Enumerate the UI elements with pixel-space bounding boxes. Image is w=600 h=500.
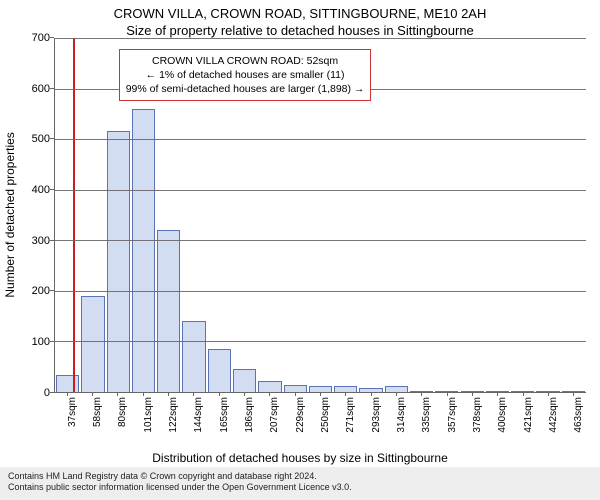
- y-tick-label: 400: [32, 184, 50, 196]
- x-tick-label: 271sqm: [345, 397, 356, 433]
- y-axis: 0100200300400500600700: [20, 38, 54, 393]
- x-tick-label: 442sqm: [548, 397, 559, 433]
- x-tick-label: 229sqm: [295, 397, 306, 433]
- x-tick-label: 293sqm: [371, 397, 382, 433]
- bar: [157, 230, 180, 392]
- y-tick-label: 300: [32, 235, 50, 247]
- bar-slot: [384, 38, 409, 392]
- y-tick-label: 600: [32, 83, 50, 95]
- grid-line: [55, 341, 586, 342]
- bar-slot: [409, 38, 434, 392]
- x-tick-label: 80sqm: [117, 397, 128, 427]
- footer-line-1: Contains HM Land Registry data © Crown c…: [8, 471, 592, 483]
- x-tick-label: 186sqm: [244, 397, 255, 433]
- bar: [107, 131, 130, 391]
- x-ticks: 37sqm 58sqm 80sqm 101sqm 122sqm 144sqm 165sqm 1…: [54, 393, 586, 451]
- title-line-2: Size of property relative to detached ho…: [0, 23, 600, 38]
- annotation-line-1: CROWN VILLA CROWN ROAD: 52sqm: [126, 54, 365, 68]
- bar: [258, 381, 281, 392]
- bar-slot: [510, 38, 535, 392]
- footer: Contains HM Land Registry data © Crown c…: [0, 467, 600, 500]
- annotation-line-2: ← 1% of detached houses are smaller (11): [126, 68, 365, 82]
- bar-slot: [55, 38, 80, 392]
- y-tick-label: 200: [32, 285, 50, 297]
- bar-slot: [460, 38, 485, 392]
- annotation-box: CROWN VILLA CROWN ROAD: 52sqm ← 1% of de…: [119, 49, 372, 102]
- x-tick-label: 58sqm: [92, 397, 103, 427]
- chart-row: Number of detached properties 0100200300…: [0, 38, 600, 393]
- bar-slot: [561, 38, 586, 392]
- y-tick-label: 700: [32, 32, 50, 44]
- y-tick-label: 500: [32, 133, 50, 145]
- x-tick-label: 250sqm: [320, 397, 331, 433]
- grid-line: [55, 139, 586, 140]
- x-tick-label: 357sqm: [447, 397, 458, 433]
- titles: CROWN VILLA, CROWN ROAD, SITTINGBOURNE, …: [0, 0, 600, 38]
- x-tick-label: 144sqm: [193, 397, 204, 433]
- x-tick-label: 378sqm: [472, 397, 483, 433]
- y-tick-label: 100: [32, 336, 50, 348]
- bar: [81, 296, 104, 392]
- x-tick-label: 165sqm: [219, 397, 230, 433]
- bar: [56, 375, 79, 391]
- title-line-1: CROWN VILLA, CROWN ROAD, SITTINGBOURNE, …: [0, 6, 600, 21]
- x-tick-label: 335sqm: [421, 397, 432, 433]
- bar: [208, 349, 231, 392]
- bar-slot: [80, 38, 105, 392]
- x-tick-label: 37sqm: [67, 397, 78, 427]
- grid-line: [55, 190, 586, 191]
- x-axis-label: Distribution of detached houses by size …: [0, 451, 600, 467]
- plot-area: CROWN VILLA CROWN ROAD: 52sqm ← 1% of de…: [54, 38, 586, 393]
- y-tick-label: 0: [44, 387, 50, 399]
- bar: [132, 109, 155, 392]
- x-tick-label: 400sqm: [497, 397, 508, 433]
- grid-line: [55, 291, 586, 292]
- y-axis-label: Number of detached properties: [0, 38, 20, 393]
- bar-slot: [535, 38, 560, 392]
- bar-slot: [485, 38, 510, 392]
- x-tick-label: 207sqm: [269, 397, 280, 433]
- annotation-line-3: 99% of semi-detached houses are larger (…: [126, 82, 365, 96]
- bar-slot: [434, 38, 459, 392]
- x-tick-label: 122sqm: [168, 397, 179, 433]
- chart-container: CROWN VILLA, CROWN ROAD, SITTINGBOURNE, …: [0, 0, 600, 500]
- grid-line: [55, 240, 586, 241]
- bar: [182, 321, 205, 392]
- x-tick-label: 463sqm: [573, 397, 584, 433]
- x-tick-label: 421sqm: [523, 397, 534, 433]
- x-axis-row: 37sqm 58sqm 80sqm 101sqm 122sqm 144sqm 165sqm 1…: [0, 393, 600, 451]
- footer-line-2: Contains public sector information licen…: [8, 482, 592, 494]
- x-tick-label: 314sqm: [396, 397, 407, 433]
- x-tick-label: 101sqm: [143, 397, 154, 433]
- reference-line: [73, 38, 75, 392]
- grid-line: [55, 38, 586, 39]
- bar: [233, 369, 256, 392]
